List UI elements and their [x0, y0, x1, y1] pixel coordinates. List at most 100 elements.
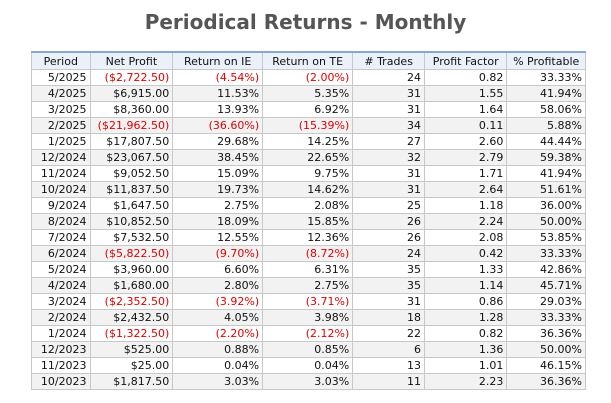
return-on-te-cell: 22.65%: [262, 149, 354, 166]
percent-profitable-cell: 33.33%: [506, 245, 586, 262]
table-row: 7/2024 $7,532.50 12.55% 12.36% 26 2.08 53.85%: [31, 229, 586, 246]
return-on-te-cell: 9.75%: [262, 165, 354, 182]
return-on-ie-cell: 12.55%: [172, 229, 264, 246]
percent-profitable-cell: 53.85%: [506, 229, 586, 246]
return-on-te-cell: (8.72%): [262, 245, 354, 262]
profit-factor-cell: 0.86: [424, 293, 508, 310]
percent-profitable-cell: 36.00%: [506, 197, 586, 214]
net-profit-cell: $8,360.00: [89, 101, 174, 118]
period-cell: 11/2024: [31, 165, 91, 182]
period-cell: 4/2025: [31, 85, 91, 102]
net-profit-cell: $6,915.00: [89, 85, 174, 102]
return-on-te-cell: (15.39%): [262, 117, 354, 134]
return-on-ie-cell: 0.88%: [172, 341, 264, 358]
return-on-te-cell: (2.00%): [262, 69, 354, 86]
return-on-ie-cell: (2.20%): [172, 325, 264, 342]
net-profit-cell: $10,852.50: [89, 213, 174, 230]
table-row: 2/2024 $2,432.50 4.05% 3.98% 18 1.28 33.33%: [31, 309, 586, 326]
report-title: Periodical Returns - Monthly: [144, 10, 467, 34]
profit-factor-cell: 2.79: [424, 149, 508, 166]
table-row: 11/2023 $25.00 0.04% 0.04% 13 1.01 46.15%: [31, 357, 586, 374]
percent-profitable-cell: 44.44%: [506, 133, 586, 150]
percent-profitable-cell: 41.94%: [506, 85, 586, 102]
return-on-ie-cell: 2.75%: [172, 197, 264, 214]
trades-cell: 18: [352, 309, 426, 326]
net-profit-cell: $525.00: [89, 341, 174, 358]
table-row: 10/2023 $1,817.50 3.03% 3.03% 11 2.23 36.36%: [31, 373, 586, 390]
return-on-ie-cell: (36.60%): [172, 117, 264, 134]
profit-factor-cell: 1.14: [424, 277, 508, 294]
table-row: 5/2025 ($2,722.50) (4.54%) (2.00%) 24 0.82 33.…: [31, 69, 586, 86]
percent-profitable-cell: 36.36%: [506, 325, 586, 342]
return-on-te-cell: 12.36%: [262, 229, 354, 246]
return-on-te-cell: 14.62%: [262, 181, 354, 198]
net-profit-cell: $23,067.50: [89, 149, 174, 166]
profit-factor-cell: 1.01: [424, 357, 508, 374]
column-header-return-on-te: Return on TE: [262, 51, 354, 70]
return-on-ie-cell: (3.92%): [172, 293, 264, 310]
return-on-te-cell: 5.35%: [262, 85, 354, 102]
percent-profitable-cell: 45.71%: [506, 277, 586, 294]
profit-factor-cell: 0.82: [424, 325, 508, 342]
return-on-te-cell: (2.12%): [262, 325, 354, 342]
return-on-ie-cell: 6.60%: [172, 261, 264, 278]
column-header-net-profit: Net Profit: [89, 51, 174, 70]
return-on-te-cell: 2.08%: [262, 197, 354, 214]
table-row: 6/2024 ($5,822.50) (9.70%) (8.72%) 24 0.42 33.…: [31, 245, 586, 262]
return-on-te-cell: 0.85%: [262, 341, 354, 358]
net-profit-cell: $3,960.00: [89, 261, 174, 278]
table-row: 2/2025 ($21,962.50) (36.60%) (15.39%) 34 0.11…: [31, 117, 586, 134]
trades-cell: 35: [352, 277, 426, 294]
net-profit-cell: $7,532.50: [89, 229, 174, 246]
table-row: 12/2023 $525.00 0.88% 0.85% 6 1.36 50.00%: [31, 341, 586, 358]
net-profit-cell: $1,680.00: [89, 277, 174, 294]
return-on-te-cell: 15.85%: [262, 213, 354, 230]
return-on-te-cell: 2.75%: [262, 277, 354, 294]
return-on-ie-cell: 19.73%: [172, 181, 264, 198]
percent-profitable-cell: 51.61%: [506, 181, 586, 198]
table-row: 10/2024 $11,837.50 19.73% 14.62% 31 2.64 51.61…: [31, 181, 586, 198]
return-on-ie-cell: 29.68%: [172, 133, 264, 150]
net-profit-cell: $2,432.50: [89, 309, 174, 326]
net-profit-cell: $9,052.50: [89, 165, 174, 182]
trades-cell: 25: [352, 197, 426, 214]
trades-cell: 22: [352, 325, 426, 342]
column-header-profit-factor: Profit Factor: [424, 51, 508, 70]
profit-factor-cell: 1.64: [424, 101, 508, 118]
trades-cell: 34: [352, 117, 426, 134]
percent-profitable-cell: 42.86%: [506, 261, 586, 278]
return-on-ie-cell: (4.54%): [172, 69, 264, 86]
period-cell: 2/2024: [31, 309, 91, 326]
period-cell: 3/2024: [31, 293, 91, 310]
table-row: 8/2024 $10,852.50 18.09% 15.85% 26 2.24 50.00%: [31, 213, 586, 230]
return-on-ie-cell: 0.04%: [172, 357, 264, 374]
periodical-returns-table: Period Net Profit Return on IE Return on…: [31, 51, 586, 390]
profit-factor-cell: 1.36: [424, 341, 508, 358]
column-header-return-on-ie: Return on IE: [172, 51, 264, 70]
trades-cell: 13: [352, 357, 426, 374]
net-profit-cell: $17,807.50: [89, 133, 174, 150]
table-row: 5/2024 $3,960.00 6.60% 6.31% 35 1.33 42.86%: [31, 261, 586, 278]
profit-factor-cell: 2.24: [424, 213, 508, 230]
trades-cell: 32: [352, 149, 426, 166]
column-header-percent-profitable: % Profitable: [506, 51, 586, 70]
trades-cell: 11: [352, 373, 426, 390]
trades-cell: 26: [352, 213, 426, 230]
profit-factor-cell: 2.60: [424, 133, 508, 150]
return-on-ie-cell: 13.93%: [172, 101, 264, 118]
table-row: 3/2024 ($2,352.50) (3.92%) (3.71%) 31 0.86 29.…: [31, 293, 586, 310]
percent-profitable-cell: 36.36%: [506, 373, 586, 390]
trades-cell: 31: [352, 293, 426, 310]
period-cell: 9/2024: [31, 197, 91, 214]
percent-profitable-cell: 59.38%: [506, 149, 586, 166]
period-cell: 12/2023: [31, 341, 91, 358]
return-on-ie-cell: 3.03%: [172, 373, 264, 390]
return-on-ie-cell: 15.09%: [172, 165, 264, 182]
table-row: 1/2024 ($1,322.50) (2.20%) (2.12%) 22 0.82 36.…: [31, 325, 586, 342]
net-profit-cell: ($21,962.50): [89, 117, 174, 134]
profit-factor-cell: 1.18: [424, 197, 508, 214]
profit-factor-cell: 0.42: [424, 245, 508, 262]
period-cell: 7/2024: [31, 229, 91, 246]
percent-profitable-cell: 33.33%: [506, 69, 586, 86]
net-profit-cell: $1,817.50: [89, 373, 174, 390]
